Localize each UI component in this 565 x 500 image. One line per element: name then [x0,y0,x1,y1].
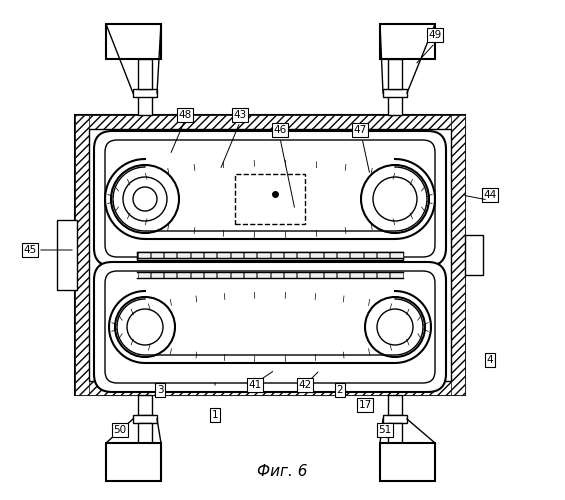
Text: 51: 51 [379,425,392,435]
Bar [271,252,283,258]
Bar [257,272,270,278]
Bar [310,252,323,258]
Bar [235,174,305,224]
Text: 49: 49 [428,30,442,40]
Bar [218,272,229,278]
Bar [204,252,216,258]
Bar [388,423,402,451]
Bar [164,272,176,278]
Bar [231,252,243,258]
Bar [244,272,256,278]
Text: 17: 17 [358,400,372,410]
FancyBboxPatch shape [105,140,435,257]
Bar [218,252,229,258]
Bar [137,272,150,278]
Bar [231,272,243,278]
Bar [151,272,163,278]
Bar [383,415,407,423]
Bar [271,272,283,278]
Text: Фиг. 6: Фиг. 6 [257,464,307,479]
Bar [57,220,77,290]
Bar [324,252,336,258]
Circle shape [133,187,157,211]
Bar [138,95,152,115]
Bar [284,252,296,258]
Bar [89,129,451,381]
Bar [133,89,157,97]
Circle shape [377,309,413,345]
Bar [177,272,190,278]
Text: 50: 50 [114,425,127,435]
Bar [75,115,465,129]
Bar [380,443,435,481]
Bar [191,252,203,258]
Text: 45: 45 [23,245,37,255]
Bar [350,252,363,258]
Bar [380,24,435,59]
Bar [364,252,376,258]
Bar [137,252,403,260]
Bar [388,95,402,115]
Circle shape [127,309,163,345]
Text: 3: 3 [157,385,163,395]
Circle shape [123,177,167,221]
Bar [106,443,161,481]
Bar [390,252,402,258]
Bar [388,59,402,89]
Bar [465,235,483,275]
Bar [451,115,465,395]
Circle shape [373,177,417,221]
Text: 46: 46 [273,125,286,135]
Bar [244,252,256,258]
Bar [138,59,152,89]
Bar [204,272,216,278]
Bar [284,272,296,278]
Bar [324,272,336,278]
Bar [133,415,157,423]
Bar [75,115,89,395]
Bar [297,272,310,278]
FancyBboxPatch shape [94,262,446,392]
Text: 1: 1 [212,410,218,420]
Bar [138,395,152,415]
Circle shape [361,165,429,233]
FancyBboxPatch shape [94,131,446,266]
Bar [191,272,203,278]
Text: 4: 4 [486,355,493,365]
Bar [75,381,465,395]
Bar [350,272,363,278]
Bar [164,252,176,258]
Circle shape [115,297,175,357]
Bar [388,395,402,415]
Text: 41: 41 [249,380,262,390]
Circle shape [365,297,425,357]
Text: 47: 47 [353,125,367,135]
Bar [364,272,376,278]
Bar [383,89,407,97]
Bar [390,272,402,278]
Circle shape [111,165,179,233]
Text: 2: 2 [337,385,344,395]
Text: 44: 44 [484,190,497,200]
Bar [377,272,389,278]
Bar [137,252,150,258]
Bar [138,423,152,451]
Bar [75,115,465,395]
Bar [310,272,323,278]
Bar [151,252,163,258]
Bar [337,252,349,258]
Bar [257,252,270,258]
Bar [377,252,389,258]
Text: 48: 48 [179,110,192,120]
Bar [106,24,161,59]
Bar [297,252,310,258]
FancyBboxPatch shape [105,271,435,383]
Bar [177,252,190,258]
Text: 42: 42 [298,380,312,390]
Bar [337,272,349,278]
Text: 43: 43 [233,110,247,120]
